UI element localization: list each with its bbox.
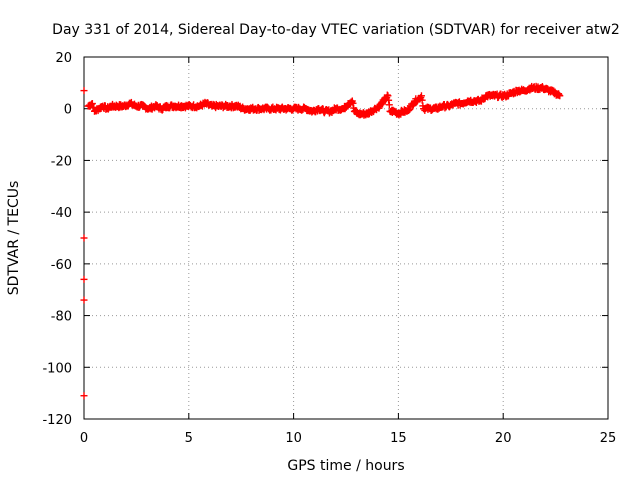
chart-title: Day 331 of 2014, Sidereal Day-to-day VTE… [52, 22, 620, 38]
y-tick-label: 0 [64, 103, 72, 118]
y-tick-label: -100 [42, 361, 72, 376]
x-tick-label: 10 [285, 431, 302, 446]
data-point [556, 92, 564, 100]
x-tick-label: 5 [185, 431, 193, 446]
y-tick-label: -20 [51, 154, 72, 169]
x-axis-label: GPS time / hours [287, 458, 404, 474]
y-tick-label: -120 [42, 413, 72, 428]
data-point-fill [385, 101, 393, 109]
grid-layer [84, 57, 608, 419]
data-point [80, 392, 88, 400]
points-layer [80, 82, 564, 400]
x-tick-label: 0 [80, 431, 88, 446]
ticks-layer: 0 5 10 15 20 25 -120 -100 -80 -60 -40 -20 0 20 [42, 51, 616, 446]
y-tick-label: -60 [51, 258, 72, 273]
x-tick-label: 25 [600, 431, 617, 446]
x-tick-label: 15 [390, 431, 407, 446]
y-axis-label: SDTVAR / TECUs [6, 181, 22, 296]
data-point [80, 87, 88, 95]
y-tick-label: -40 [51, 206, 72, 221]
y-tick-label: -80 [51, 310, 72, 325]
data-point [80, 234, 88, 242]
y-tick-label: 20 [55, 51, 72, 66]
data-point [80, 296, 88, 304]
x-tick-label: 20 [495, 431, 512, 446]
data-point [80, 275, 88, 283]
